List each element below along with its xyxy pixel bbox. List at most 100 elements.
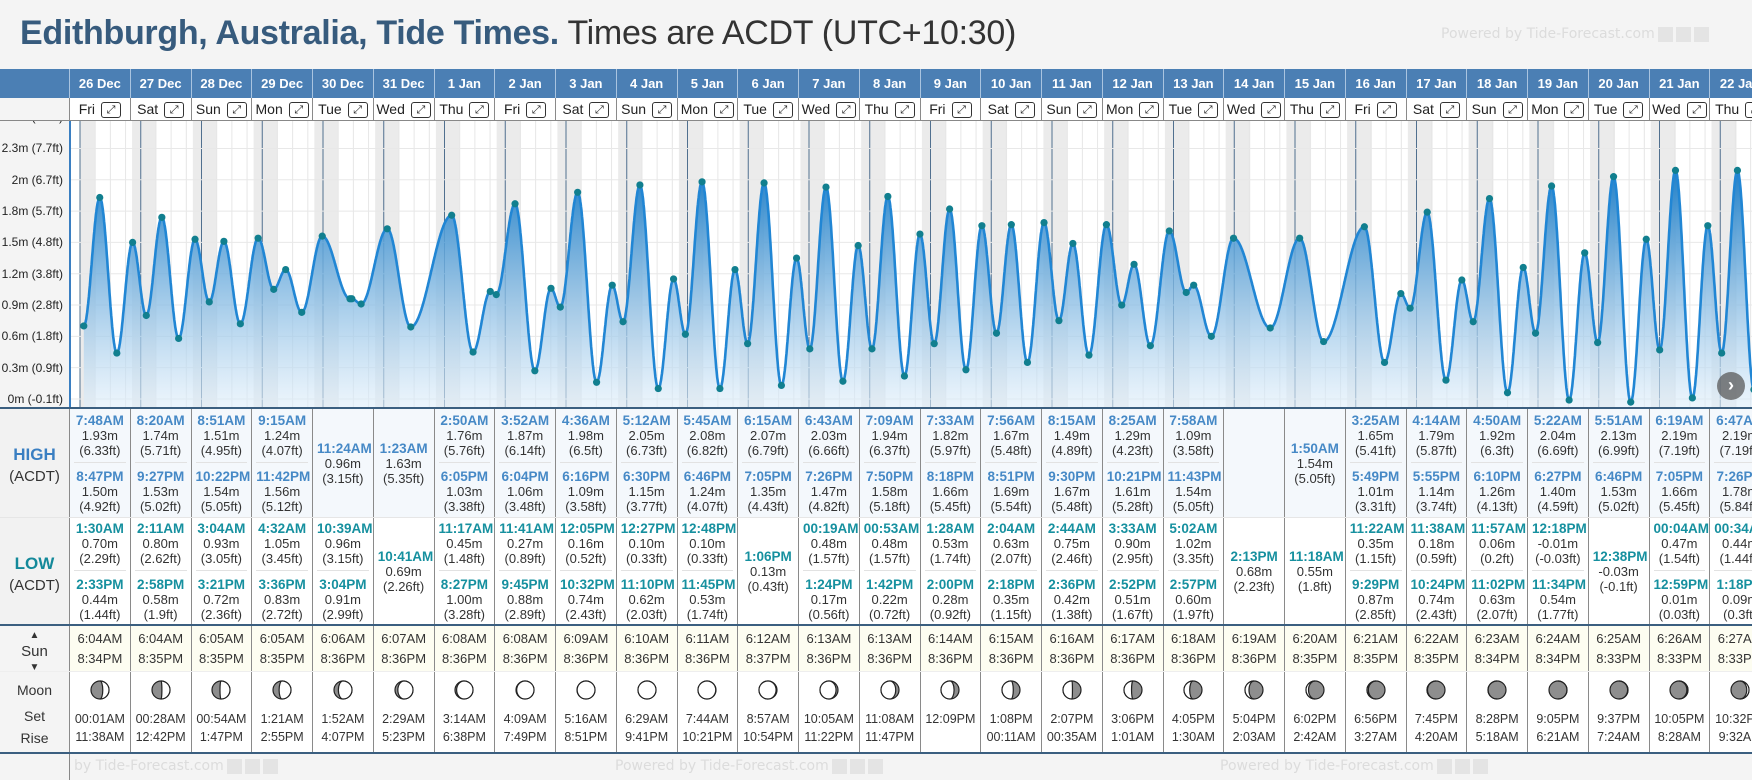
expand-day-icon[interactable]: ⤢ bbox=[1014, 102, 1035, 119]
watermark-text: Powered by Tide-Forecast.com bbox=[1441, 26, 1655, 42]
tide-events: 4:50AM 1.92m (6.3ft) 6:10PM 1.26m (4.13ft) bbox=[1467, 409, 1527, 517]
tide-events: 00:53AM 0.48m (1.57ft) 1:42PM 0.22m (0.72ft) bbox=[860, 518, 920, 624]
moon-lit bbox=[1426, 680, 1437, 700]
expand-day-icon[interactable]: ⤢ bbox=[1261, 102, 1282, 119]
expand-day-icon[interactable]: ⤢ bbox=[836, 102, 857, 119]
moon-phase-icon bbox=[1650, 672, 1710, 704]
moonrise-time: 2:42AM bbox=[1293, 730, 1337, 744]
moonrise-time: 4:20AM bbox=[1414, 730, 1458, 744]
expand-day-icon[interactable]: ⤢ bbox=[951, 102, 972, 119]
weekday-cell: Tue ⤢ bbox=[737, 98, 798, 120]
expand-day-icon[interactable]: ⤢ bbox=[526, 102, 547, 119]
sun-cell: 6:11AM 8:36PM bbox=[676, 626, 738, 671]
tide-height-m: 1.40m bbox=[1539, 483, 1576, 499]
expand-day-icon[interactable]: ⤢ bbox=[713, 102, 734, 119]
low-tide-cell: 3:33AM 0.90m (2.95ft) 2:52PM 0.51m (1.67ft) bbox=[1101, 518, 1163, 624]
expand-day-icon[interactable]: ⤢ bbox=[894, 102, 915, 119]
tide-height-m: 1.01m bbox=[1357, 483, 1394, 499]
date-header: 5 Jan bbox=[676, 69, 738, 98]
tide-events: 1:30AM 0.70m (2.29ft) 2:33PM 0.44m (1.44ft) bbox=[70, 518, 130, 624]
expand-day-icon[interactable]: ⤢ bbox=[1439, 102, 1460, 119]
high-tide-event: 2:50AM 1.76m (5.76ft) bbox=[439, 411, 491, 460]
weekday-label: Fri bbox=[503, 101, 521, 117]
tide-time: 10:22PM bbox=[195, 468, 251, 484]
expand-day-icon[interactable]: ⤢ bbox=[1139, 102, 1160, 119]
tide-height-m: 1.63m bbox=[385, 455, 422, 471]
moonset-time: 12:09PM bbox=[925, 712, 976, 726]
sun-cell: 6:23AM 8:34PM bbox=[1466, 626, 1527, 671]
tide-events: 4:32AM 1.05m (3.45ft) 3:36PM 0.83m (2.72ft) bbox=[252, 518, 312, 624]
tide-extreme-dot bbox=[1296, 234, 1304, 242]
tide-events: 11:18AM 0.55m (1.8ft) bbox=[1285, 518, 1345, 624]
expand-day-icon[interactable]: ⤢ bbox=[1319, 102, 1340, 119]
high-tide-event: 1:50AM 1.54m (5.05ft) bbox=[1289, 439, 1341, 488]
expand-day-icon[interactable]: ⤢ bbox=[410, 102, 431, 119]
tide-time: 1:42PM bbox=[865, 576, 914, 592]
date-header: 4 Jan bbox=[615, 69, 677, 98]
tide-height-ft: (5.41ft) bbox=[1355, 442, 1397, 458]
expand-day-icon[interactable]: ⤢ bbox=[226, 102, 247, 119]
tide-height-m: 0.62m bbox=[628, 591, 665, 607]
tide-height-m: 1.03m bbox=[446, 483, 483, 499]
tide-time: 1:18PM bbox=[1716, 576, 1752, 592]
expand-day-icon[interactable]: ⤢ bbox=[164, 102, 185, 119]
expand-day-icon[interactable]: ⤢ bbox=[347, 102, 368, 119]
tide-time: 7:26PM bbox=[1716, 468, 1752, 484]
tide-height-m: 1.14m bbox=[1418, 483, 1455, 499]
logo-icon bbox=[831, 758, 847, 774]
tide-events: 11:17AM 0.45m (1.48ft) 8:27PM 1.00m (3.28ft) bbox=[435, 518, 495, 624]
sun-cell: 6:10AM 8:36PM bbox=[615, 626, 677, 671]
tide-time: 9:30PM bbox=[1048, 468, 1096, 484]
tide-height-m: 0.48m bbox=[810, 535, 847, 551]
tide-extreme-dot bbox=[962, 366, 970, 374]
weekday-cell: Fri ⤢ bbox=[1344, 98, 1406, 120]
page-title: Edithburgh, Australia, Tide Times. Times… bbox=[20, 14, 1016, 53]
tide-events: 5:22AM 2.04m (6.69ft) 6:27PM 1.40m (4.59ft) bbox=[1528, 409, 1588, 517]
tide-extreme-dot bbox=[486, 287, 494, 296]
weekday-label: Tue bbox=[743, 101, 767, 117]
expand-day-icon[interactable]: ⤢ bbox=[288, 102, 309, 119]
sunrise-time: 6:20AM bbox=[1292, 631, 1338, 646]
expand-day-icon[interactable]: ⤢ bbox=[652, 102, 673, 119]
expand-day-icon[interactable]: ⤢ bbox=[1623, 102, 1644, 119]
y-axis-label: 2.6m (8.7ft) bbox=[2, 121, 63, 124]
tide-height-m: 1.65m bbox=[1357, 427, 1394, 443]
tide-height-ft: (2.62ft) bbox=[140, 550, 182, 566]
date-header: 31 Dec bbox=[372, 69, 434, 98]
expand-day-icon[interactable]: ⤢ bbox=[772, 102, 793, 119]
tide-time: 4:36AM bbox=[561, 412, 610, 428]
expand-day-icon[interactable]: ⤢ bbox=[1376, 102, 1397, 119]
low-label-text: LOW bbox=[14, 554, 55, 573]
expand-day-icon[interactable]: ⤢ bbox=[1198, 102, 1219, 119]
tide-height-m: 0.75m bbox=[1053, 535, 1090, 551]
tide-height-ft: (5.18ft) bbox=[869, 498, 911, 514]
timezone-label: (ACDT) bbox=[9, 577, 60, 594]
high-tide-cell: 8:15AM 1.49m (4.89ft) 9:30PM 1.67m (5.48ft) bbox=[1041, 409, 1102, 517]
expand-day-icon[interactable]: ⤢ bbox=[1502, 102, 1523, 119]
tide-height-ft: (1.15ft) bbox=[1355, 550, 1397, 566]
moonrise-time: 2:55PM bbox=[260, 730, 304, 744]
tide-time: 10:32PM bbox=[560, 576, 615, 592]
watermark-text: Powered by Tide-Forecast.com bbox=[1220, 758, 1434, 774]
moon-phase-icon bbox=[860, 672, 920, 704]
tide-height-m: 0.70m bbox=[81, 535, 118, 551]
expand-day-icon[interactable]: ⤢ bbox=[1745, 102, 1752, 119]
expand-day-icon[interactable]: ⤢ bbox=[469, 102, 490, 119]
expand-day-icon[interactable]: ⤢ bbox=[589, 102, 610, 119]
expand-day-icon[interactable]: ⤢ bbox=[1564, 102, 1585, 119]
low-tide-event: 3:33AM 0.90m (2.95ft) bbox=[1107, 519, 1159, 568]
tide-extreme-dot bbox=[1627, 398, 1635, 406]
expand-day-icon[interactable]: ⤢ bbox=[1077, 102, 1098, 119]
low-tide-event: 00:04AM 0.47m (1.54ft) bbox=[1654, 519, 1710, 568]
expand-day-icon[interactable]: ⤢ bbox=[101, 102, 122, 119]
tide-extreme-dot bbox=[236, 320, 244, 328]
low-tide-cell: 2:04AM 0.63m (2.07ft) 2:18PM 0.35m (1.15ft) bbox=[980, 518, 1041, 624]
date-header: 26 Dec bbox=[69, 69, 130, 98]
sunset-arrow-icon: ▼ bbox=[29, 662, 40, 672]
scroll-right-button[interactable]: › bbox=[1717, 372, 1745, 400]
tide-events: 5:02AM 1.02m (3.35ft) 2:57PM 0.60m (1.97ft) bbox=[1164, 518, 1224, 624]
divider bbox=[0, 624, 1752, 626]
expand-day-icon[interactable]: ⤢ bbox=[1686, 102, 1707, 119]
high-tide-cell: 7:56AM 1.67m (5.48ft) 8:51PM 1.69m (5.54ft) bbox=[980, 409, 1041, 517]
